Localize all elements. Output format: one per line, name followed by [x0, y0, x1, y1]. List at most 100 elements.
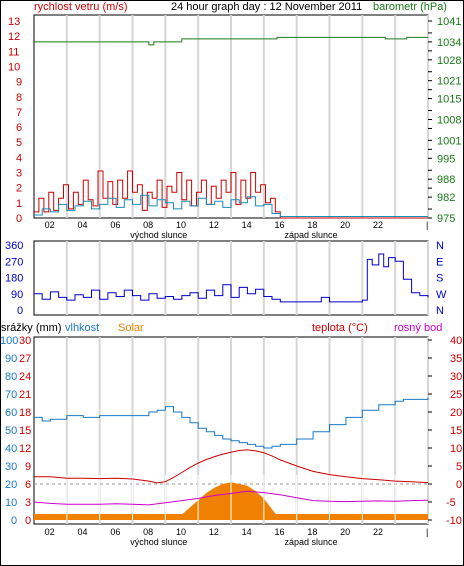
- temperature-xtick-label: 12: [209, 527, 219, 537]
- wind-xtick-label: 02: [45, 220, 55, 230]
- barometer-tick-label: 1034: [437, 37, 461, 49]
- series-line-temperature: [34, 449, 429, 484]
- wind-speed-tick-label: 5: [16, 137, 22, 149]
- precip-tick-label: 0: [25, 515, 31, 527]
- wind-xtick-label: 10: [176, 220, 186, 230]
- barometer-tick-label: 1015: [437, 94, 461, 106]
- humidity-axis-label: vlhkost: [65, 322, 99, 334]
- series-line-barometr: [34, 36, 428, 46]
- temperature-tick-label: 10: [450, 443, 462, 455]
- wind-xtick-label: 18: [307, 220, 317, 230]
- wind-sun-annotation: západ slunce: [285, 230, 338, 240]
- temperature-xtick-label: 06: [110, 527, 120, 537]
- series-line-avg: [34, 194, 428, 217]
- wind-speed-tick-label: 4: [16, 152, 22, 164]
- temperature-xtick-label: 02: [45, 527, 55, 537]
- temperature-xtick-label: 10: [176, 527, 186, 537]
- wind-speed-tick-label: 13: [8, 16, 20, 28]
- wind-speed-tick-label: 9: [16, 77, 22, 89]
- precip-tick-label: 9: [25, 461, 31, 473]
- compass-tick-label: W: [436, 289, 447, 301]
- wind-speed-tick-label: 11: [8, 46, 19, 58]
- temperature-tick-label: -5: [446, 497, 456, 509]
- series-line-dew-point: [33, 490, 429, 506]
- dew-point-axis-label: rosný bod: [394, 322, 442, 334]
- wind-speed-tick-label: 2: [16, 183, 22, 195]
- humidity-tick-label: 50: [5, 425, 17, 437]
- barometer-tick-label: 1021: [437, 76, 461, 88]
- wind-speed-tick-label: 12: [8, 31, 20, 43]
- humidity-tick-label: 80: [5, 371, 17, 383]
- barometer-axis-label: barometr (hPa): [373, 1, 447, 13]
- temperature-tick-label: 35: [450, 353, 462, 365]
- barometer-tick-label: 1001: [437, 135, 461, 147]
- temperature-sun-annotation: východ slunce: [130, 537, 187, 547]
- series-line-humidity: [34, 397, 429, 449]
- temperature-axis-label: teplota (°C): [312, 322, 368, 334]
- humidity-tick-label: 0: [11, 515, 17, 527]
- temperature-xtick-label: 22: [373, 527, 383, 537]
- humidity-tick-label: 90: [5, 353, 17, 365]
- wind-xtick-label: 16: [275, 220, 285, 230]
- temperature-tick-label: 5: [456, 461, 462, 473]
- precip-tick-label: 27: [19, 353, 31, 365]
- barometer-tick-label: 1028: [437, 55, 461, 67]
- precip-tick-label: 12: [19, 443, 31, 455]
- compass-tick-label: S: [436, 273, 443, 285]
- direction-tick-label: 0: [17, 305, 23, 317]
- wind-xtick-label: 12: [209, 220, 219, 230]
- wind-speed-tick-label: 1: [16, 198, 22, 210]
- direction-tick-label: 360: [5, 240, 23, 252]
- humidity-tick-label: 30: [5, 461, 17, 473]
- solar-label: Solar: [118, 322, 144, 334]
- barometer-tick-label: 995: [437, 153, 455, 165]
- wind-xtick-label: 04: [78, 220, 88, 230]
- barometer-tick-label: 975: [437, 213, 455, 225]
- compass-tick-label: N: [436, 305, 444, 317]
- wind-speed-axis-label: rychlost vetru (m/s): [34, 1, 128, 13]
- wind-speed-tick-label: 0: [16, 213, 22, 225]
- wind-speed-tick-label: 10: [8, 61, 20, 73]
- direction-tick-label: 90: [11, 289, 23, 301]
- temperature-xtick-label: 16: [275, 527, 285, 537]
- precip-tick-label: 18: [19, 407, 31, 419]
- precip-axis-label: srážky (mm): [1, 322, 62, 334]
- barometer-tick-label: 1041: [437, 16, 461, 28]
- temperature-tick-label: 20: [450, 407, 462, 419]
- temperature-tick-label: 0: [456, 479, 462, 491]
- temperature-sun-annotation: západ slunce: [285, 537, 338, 547]
- barometer-tick-label: 988: [437, 174, 455, 186]
- chart-title: 24 hour graph day : 12 November 2011: [171, 1, 362, 13]
- direction-tick-label: 270: [5, 256, 23, 268]
- precip-tick-label: 30: [19, 335, 31, 347]
- barometer-tick-label: 1008: [437, 115, 461, 127]
- wind-xtick-label: 22: [373, 220, 383, 230]
- barometer-tick-label: 982: [437, 192, 455, 204]
- temperature-xtick-label: 20: [340, 527, 350, 537]
- temperature-tick-label: 25: [450, 389, 462, 401]
- wind-speed-tick-label: 6: [16, 122, 22, 134]
- compass-tick-label: E: [436, 256, 443, 268]
- temperature-xtick-label: 08: [143, 527, 153, 537]
- precip-tick-label: 21: [19, 389, 31, 401]
- humidity-tick-label: 100: [0, 335, 18, 347]
- series-line-gust: [34, 170, 428, 219]
- wind-xtick-label: 14: [242, 220, 252, 230]
- humidity-tick-label: 70: [5, 389, 17, 401]
- temperature-tick-label: -10: [446, 515, 462, 527]
- temperature-xtick-label: 04: [78, 527, 88, 537]
- temperature-tick-label: 30: [450, 371, 462, 383]
- temperature-xtick-label: 18: [307, 527, 317, 537]
- wind-speed-tick-label: 7: [16, 107, 22, 119]
- temperature-tick-label: 15: [450, 425, 462, 437]
- series-line-wind-direction: [34, 253, 429, 303]
- temperature-xtick-label: 14: [242, 527, 252, 537]
- direction-tick-label: 180: [5, 273, 23, 285]
- humidity-tick-label: 40: [5, 443, 17, 455]
- precip-tick-label: 24: [19, 371, 31, 383]
- wind-speed-tick-label: 3: [16, 168, 22, 180]
- precip-tick-label: 15: [19, 425, 31, 437]
- compass-tick-label: N: [436, 240, 444, 252]
- wind-xtick-label: |: [426, 220, 428, 230]
